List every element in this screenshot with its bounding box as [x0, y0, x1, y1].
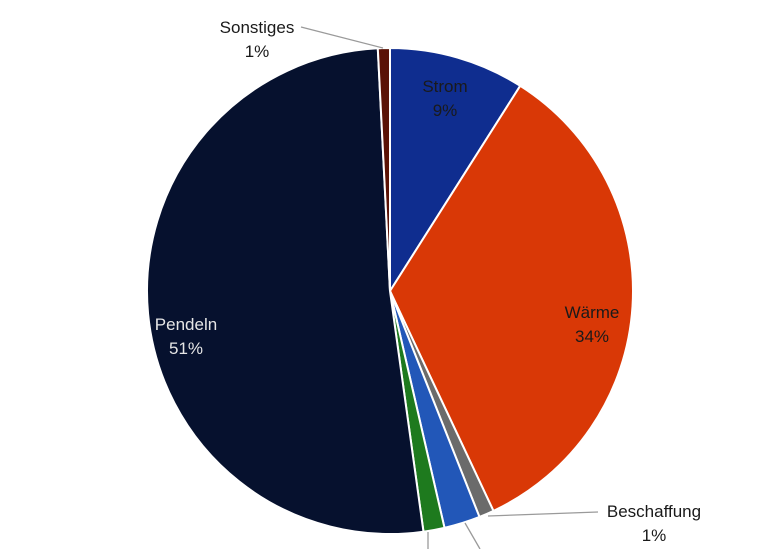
leader-lines — [300, 26, 599, 549]
slice-label: Wärme — [565, 303, 620, 322]
slice-value-label: 1% — [642, 526, 667, 545]
slice-value-label: 51% — [169, 339, 203, 358]
slice-label: Strom — [422, 77, 467, 96]
slice-value-label: 9% — [433, 101, 458, 120]
pie-slice-sonstiges — [376, 46, 391, 292]
leader-line — [487, 511, 599, 517]
slice-value-label: 1% — [245, 42, 270, 61]
leader-line — [464, 522, 481, 549]
pie-slice-strom — [389, 46, 522, 295]
slice-labels: Strom 9% Wärme 34% Beschaffung 1% Pendeln 51% So… — [155, 18, 701, 545]
pie-slices — [146, 46, 634, 535]
slice-value-label: 34% — [575, 327, 609, 346]
pie-slice-wärme — [388, 84, 634, 513]
slice-label: Pendeln — [155, 315, 217, 334]
slice-label: Beschaffung — [607, 502, 701, 521]
pie-slice-pendeln — [146, 47, 425, 535]
slice-label: Sonstiges — [220, 18, 295, 37]
leader-line — [300, 26, 384, 49]
